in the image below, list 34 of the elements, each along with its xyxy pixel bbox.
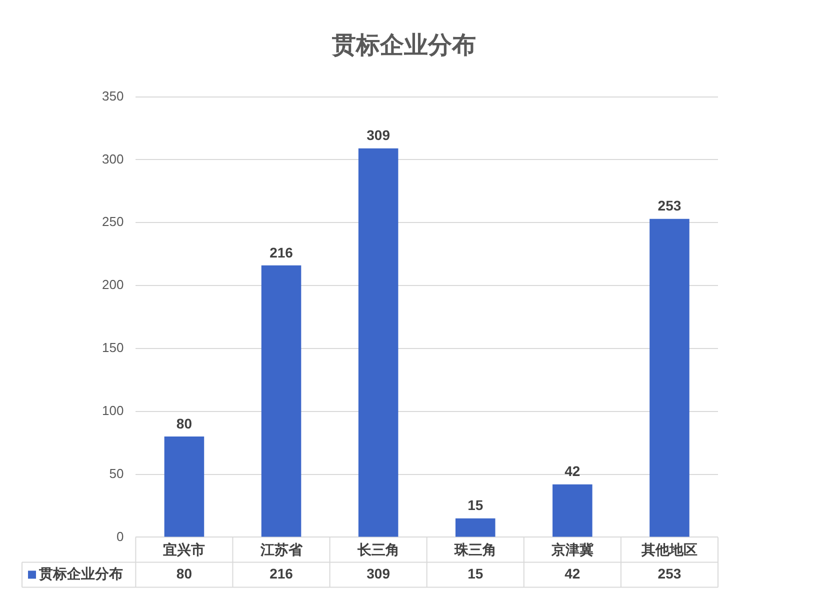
- annotation: 253: [658, 198, 682, 214]
- y-tick-label: 300: [102, 151, 124, 166]
- data-label: 216: [270, 566, 294, 582]
- data-label: 42: [564, 566, 580, 582]
- y-tick-label: 200: [102, 277, 124, 292]
- data-label: 253: [658, 566, 682, 582]
- x-tick-label: 其他地区: [640, 541, 698, 558]
- bar: [358, 148, 398, 537]
- legend-label: 贯标企业分布: [38, 566, 123, 582]
- bar: [552, 484, 592, 537]
- x-tick-label: 宜兴市: [163, 541, 206, 558]
- y-tick-label: 150: [102, 340, 124, 356]
- y-tick-label: 250: [102, 214, 124, 230]
- x-tick-label: 江苏省: [259, 541, 304, 558]
- y-tick-label: 100: [102, 402, 124, 418]
- x-tick-label: 京津冀: [550, 541, 594, 558]
- y-tick-label: 0: [116, 528, 124, 544]
- data-label: 15: [468, 566, 484, 582]
- annotation: 216: [270, 244, 294, 260]
- annotation: 80: [176, 415, 192, 432]
- data-label: 309: [366, 566, 390, 582]
- x-tick-label: 长三角: [356, 541, 400, 558]
- y-tick-label: 50: [109, 466, 124, 481]
- bar: [650, 218, 690, 537]
- annotation: 309: [366, 127, 390, 144]
- bar: [164, 436, 204, 537]
- annotation: 15: [468, 497, 484, 514]
- annotation: 42: [564, 463, 580, 480]
- data-label: 80: [176, 566, 192, 582]
- x-tick-label: 珠三角: [453, 541, 496, 558]
- bar: [455, 518, 496, 537]
- y-tick-label: 350: [102, 88, 124, 104]
- chart-title: 贯标企业分布: [331, 32, 476, 60]
- bar: [261, 265, 302, 537]
